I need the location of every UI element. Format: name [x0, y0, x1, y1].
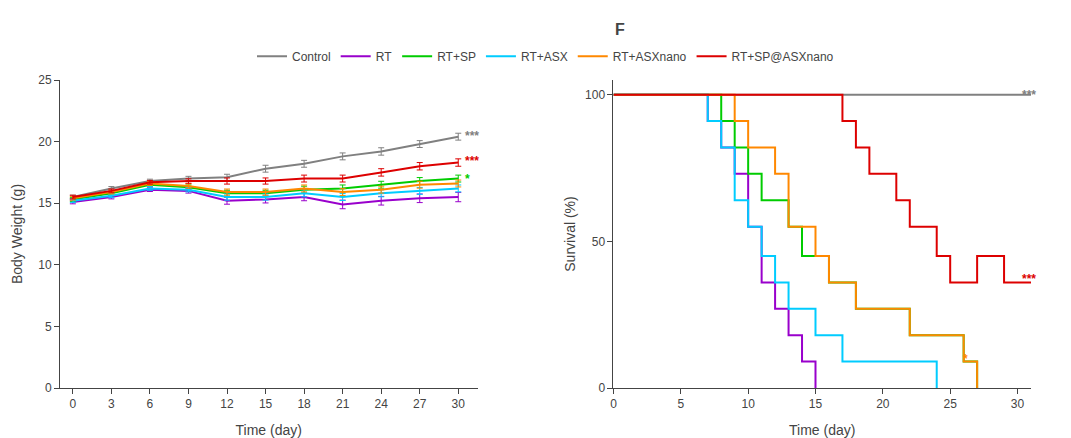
- svg-text:15: 15: [38, 196, 52, 210]
- svg-text:0: 0: [598, 381, 605, 395]
- svg-text:0: 0: [45, 381, 52, 395]
- svg-text:***: ***: [465, 154, 479, 168]
- svg-text:6: 6: [147, 397, 154, 411]
- svg-text:5: 5: [45, 320, 52, 334]
- svg-text:Body Weight (g): Body Weight (g): [9, 184, 25, 284]
- svg-text:Time (day): Time (day): [236, 422, 302, 438]
- svg-text:RT+ASX: RT+ASX: [521, 50, 568, 64]
- svg-text:27: 27: [413, 397, 427, 411]
- svg-text:50: 50: [592, 235, 606, 249]
- svg-text:30: 30: [452, 397, 466, 411]
- svg-text:0: 0: [610, 397, 617, 411]
- svg-text:30: 30: [1011, 397, 1025, 411]
- svg-text:RT+SP: RT+SP: [437, 50, 476, 64]
- svg-text:RT: RT: [376, 50, 392, 64]
- svg-text:15: 15: [259, 397, 273, 411]
- svg-text:***: ***: [1022, 272, 1036, 286]
- svg-text:10: 10: [741, 397, 755, 411]
- svg-text:RT+ASXnano: RT+ASXnano: [613, 50, 687, 64]
- svg-text:20: 20: [876, 397, 890, 411]
- svg-text:RT+SP@ASXnano: RT+SP@ASXnano: [732, 50, 834, 64]
- svg-text:Survival (%): Survival (%): [562, 196, 578, 271]
- svg-text:18: 18: [297, 397, 311, 411]
- svg-text:Control: Control: [292, 50, 331, 64]
- svg-text:100: 100: [585, 88, 605, 102]
- svg-text:25: 25: [38, 73, 52, 87]
- svg-text:24: 24: [375, 397, 389, 411]
- svg-text:9: 9: [185, 397, 192, 411]
- svg-text:3: 3: [108, 397, 115, 411]
- svg-text:20: 20: [38, 135, 52, 149]
- svg-text:5: 5: [677, 397, 684, 411]
- svg-text:25: 25: [944, 397, 958, 411]
- svg-text:Time (day): Time (day): [789, 422, 855, 438]
- svg-text:12: 12: [220, 397, 234, 411]
- svg-text:0: 0: [70, 397, 77, 411]
- svg-text:*: *: [465, 172, 470, 186]
- svg-text:F: F: [615, 21, 625, 38]
- svg-text:21: 21: [336, 397, 350, 411]
- svg-text:15: 15: [809, 397, 823, 411]
- svg-text:*: *: [963, 352, 968, 366]
- svg-text:***: ***: [465, 129, 479, 143]
- svg-text:***: ***: [1022, 88, 1036, 102]
- svg-text:10: 10: [38, 258, 52, 272]
